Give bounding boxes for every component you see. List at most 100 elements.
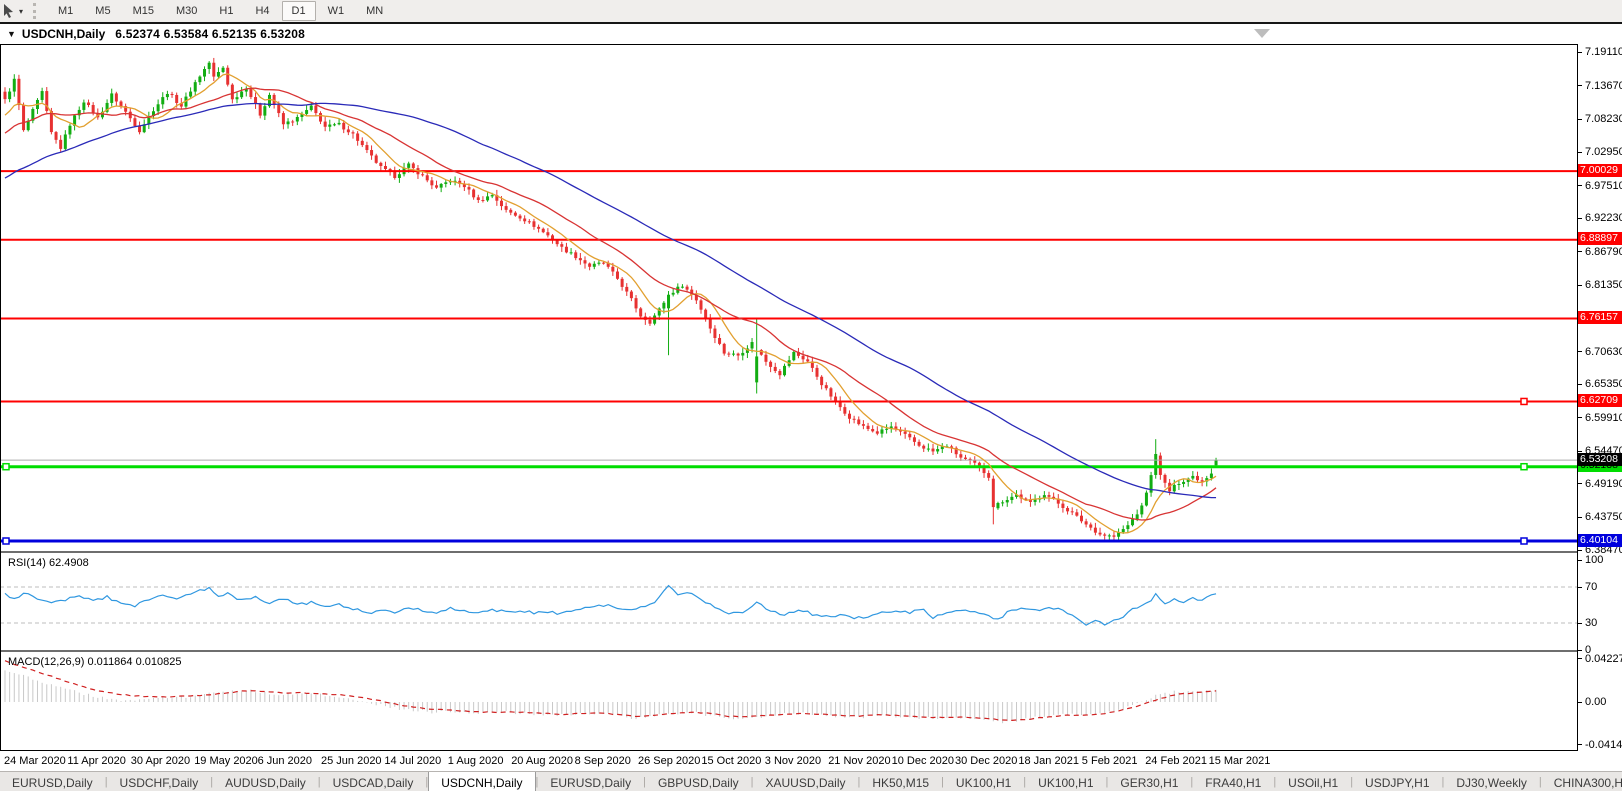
pane-separator[interactable]: [0, 650, 1577, 652]
tab-separator: |: [1023, 775, 1027, 788]
chart-ohlc-values: 6.52374 6.53584 6.52135 6.53208: [115, 27, 305, 41]
chart-tab-usdcnh-daily[interactable]: USDCNH,Daily: [428, 772, 536, 791]
ma-line-slow: [4, 102, 1217, 499]
rsi-indicator-pane[interactable]: RSI(14) 62.4908: [0, 553, 1577, 650]
macd-tick-label: 0.00: [1585, 696, 1607, 708]
timeframe-button-m15[interactable]: M15: [132, 5, 154, 17]
axis-tick: [1578, 701, 1582, 703]
hline-handle[interactable]: [1520, 397, 1528, 406]
timeframe-button-d1[interactable]: D1: [281, 1, 316, 21]
date-tick-label: 6 Jun 2020: [257, 755, 313, 767]
hline-handle[interactable]: [2, 537, 10, 545]
tab-separator: |: [317, 775, 321, 788]
tab-separator: |: [1105, 775, 1109, 788]
chart-tab-fra40-h1[interactable]: FRA40,H1: [1205, 775, 1262, 790]
chart-tab-dj30-weekly[interactable]: DJ30,Weekly: [1456, 775, 1527, 790]
date-tick-label: 14 Jul 2020: [384, 755, 442, 767]
chart-tab-eurusd-daily[interactable]: EURUSD,Daily: [12, 775, 93, 790]
date-tick-label: 30 Dec 2020: [955, 755, 1018, 767]
axis-tick: [1578, 649, 1582, 651]
level-price-label: 6.88897: [1578, 232, 1622, 246]
price-tick-label: 6.92230: [1585, 212, 1622, 225]
level-price-label: 7.00029: [1578, 163, 1622, 177]
tab-separator: |: [1538, 775, 1542, 788]
timeframe-button-w1[interactable]: W1: [327, 5, 345, 17]
chart-tab-usdcad-daily[interactable]: USDCAD,Daily: [332, 775, 414, 790]
axis-tick: [1578, 351, 1582, 353]
chart-tab-china300-h1[interactable]: CHINA300,H1: [1553, 775, 1622, 790]
timeframe-button-h4[interactable]: H4: [255, 5, 270, 17]
date-tick-label: 20 Aug 2020: [511, 755, 573, 767]
hline-handle[interactable]: [2, 462, 10, 471]
axis-tick: [1578, 549, 1582, 551]
macd-histogram: [4, 670, 1217, 724]
chart-tab-audusd-daily[interactable]: AUDUSD,Daily: [225, 775, 306, 790]
hline-handle[interactable]: [1520, 537, 1528, 545]
date-tick-label: 11 Apr 2020: [67, 755, 126, 767]
price-tick-label: 6.70630: [1585, 345, 1622, 358]
ma-line-fast: [4, 73, 1217, 534]
price-tick-label: 7.13670: [1585, 79, 1622, 92]
date-tick-label: 24 Mar 2020: [4, 755, 66, 767]
price-tick-label: 6.59910: [1585, 411, 1622, 424]
date-axis[interactable]: 24 Mar 2020 11 Apr 2020 30 Apr 2020 19 May …: [0, 751, 1577, 771]
rsi-tick-label: 100: [1585, 554, 1604, 566]
macd-indicator-pane[interactable]: MACD(12,26,9) 0.011864 0.010825: [0, 652, 1577, 750]
chart-shift-marker-icon[interactable]: [1254, 29, 1270, 38]
level-price-label: 6.62709: [1578, 393, 1622, 407]
price-tick-label: 6.81350: [1585, 279, 1622, 292]
price-axis[interactable]: 7.19110 7.13670 7.08230 7.02950 6.97510 6.922…: [1577, 44, 1622, 751]
chart-tab-ger30-h1[interactable]: GER30,H1: [1120, 775, 1179, 790]
chart-tab-usdjpy-h1[interactable]: USDJPY,H1: [1365, 775, 1430, 790]
rsi-tick-label: 0: [1585, 644, 1592, 656]
macd-tick-label: -0.04148: [1585, 738, 1622, 751]
pane-separator[interactable]: [0, 551, 1577, 553]
tab-separator: |: [104, 775, 108, 788]
chart-dropdown-icon[interactable]: ▼: [7, 29, 16, 39]
current-price-label: 6.53208: [1578, 452, 1622, 466]
chart-tab-uk100-h1[interactable]: UK100,H1: [1038, 775, 1094, 790]
chart-tab-hk50-m15[interactable]: HK50,M15: [872, 775, 930, 790]
chart-symbol-label: USDCNH,Daily: [21, 27, 106, 41]
tab-separator: |: [750, 775, 754, 788]
chart-tab-xauusd-daily[interactable]: XAUUSD,Daily: [765, 775, 846, 790]
price-tick-label: 6.65350: [1585, 378, 1622, 391]
axis-tick: [1578, 658, 1582, 660]
date-tick-label: 26 Sep 2020: [638, 755, 701, 767]
axis-tick: [1578, 417, 1582, 419]
chart-tab-usdchf-daily[interactable]: USDCHF,Daily: [119, 775, 199, 790]
chart-tab-gbpusd-daily[interactable]: GBPUSD,Daily: [657, 775, 739, 790]
level-price-label: 6.40104: [1578, 533, 1622, 547]
timeframe-button-m5[interactable]: M5: [95, 5, 111, 17]
chart-tab-usoil-h1[interactable]: USOil,H1: [1288, 775, 1339, 790]
chart-tab-eurusd-daily[interactable]: EURUSD,Daily: [550, 775, 632, 790]
chart-left-border: [0, 44, 1, 751]
hline-handle[interactable]: [1520, 462, 1528, 471]
axis-tick: [1578, 185, 1582, 187]
rsi-tick-label: 70: [1585, 581, 1598, 593]
tab-separator: |: [1273, 775, 1277, 788]
rsi-chart[interactable]: [0, 553, 1577, 650]
timeframe-button-mn[interactable]: MN: [366, 5, 384, 17]
candlestick-chart[interactable]: [0, 45, 1577, 551]
price-tick-label: 6.86790: [1585, 245, 1622, 258]
timeframe-button-m30[interactable]: M30: [175, 5, 198, 17]
price-chart-pane[interactable]: [0, 44, 1577, 551]
macd-chart[interactable]: [0, 652, 1577, 750]
date-tick-label: 30 Apr 2020: [130, 755, 191, 767]
price-tick-label: 7.02950: [1585, 146, 1622, 159]
date-tick-label: 5 Feb 2021: [1081, 755, 1138, 767]
timeframe-button-h1[interactable]: H1: [219, 5, 234, 17]
cursor-tool-button[interactable]: ▾: [0, 3, 27, 19]
cursor-tool-dropdown-icon[interactable]: ▾: [19, 6, 24, 16]
date-tick-label: 19 May 2020: [194, 755, 258, 767]
tab-separator: |: [1350, 775, 1354, 788]
toolbar-grip-handle[interactable]: [33, 3, 40, 19]
date-tick-label: 10 Dec 2020: [891, 755, 954, 767]
chart-tab-uk100-h1[interactable]: UK100,H1: [955, 775, 1012, 790]
price-tick-label: 6.49190: [1585, 477, 1622, 490]
toolbar-divider: [0, 22, 1622, 24]
axis-tick: [1578, 151, 1582, 153]
rsi-line: [4, 584, 1217, 626]
timeframe-button-m1[interactable]: M1: [58, 5, 74, 17]
